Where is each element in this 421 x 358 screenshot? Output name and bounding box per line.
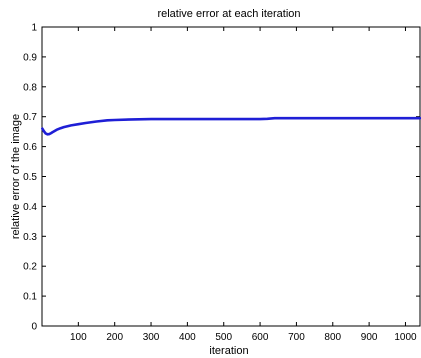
x-tick-label: 700 — [288, 332, 305, 343]
y-axis-label: relative error of the image — [10, 114, 22, 239]
y-tick-label: 1 — [31, 23, 37, 34]
x-tick-label: 100 — [70, 332, 87, 343]
x-tick-label: 600 — [252, 332, 269, 343]
y-tick-label: 0.3 — [23, 232, 37, 243]
x-tick-label: 400 — [179, 332, 196, 343]
x-tick-label: 300 — [143, 332, 160, 343]
y-tick-label: 0.7 — [23, 112, 37, 123]
y-tick-label: 0.5 — [23, 172, 37, 183]
y-tick-label: 0.2 — [23, 262, 37, 273]
x-tick-label: 1000 — [394, 332, 417, 343]
series-line — [41, 116, 421, 136]
x-axis-label: iteration — [209, 345, 248, 357]
y-tick-label: 0.1 — [23, 292, 37, 303]
y-tick-label: 0.9 — [23, 52, 37, 63]
y-axis-ticks: 0 0.1 0.2 0.3 0.4 0.5 0.6 0.7 0.8 0.9 1 — [23, 23, 420, 333]
plot-area — [41, 26, 421, 327]
x-tick-label: 900 — [361, 332, 378, 343]
chart-title: relative error at each iteration — [157, 8, 300, 20]
y-tick-label: 0.6 — [23, 142, 37, 153]
y-tick-label: 0 — [31, 322, 37, 333]
x-tick-label: 800 — [324, 332, 341, 343]
y-tick-label: 0.8 — [23, 82, 37, 93]
x-axis-ticks: 100 200 300 400 500 600 700 800 900 1000 — [70, 27, 417, 343]
y-tick-label: 0.4 — [23, 202, 37, 213]
x-tick-label: 200 — [106, 332, 123, 343]
x-tick-label: 500 — [215, 332, 232, 343]
